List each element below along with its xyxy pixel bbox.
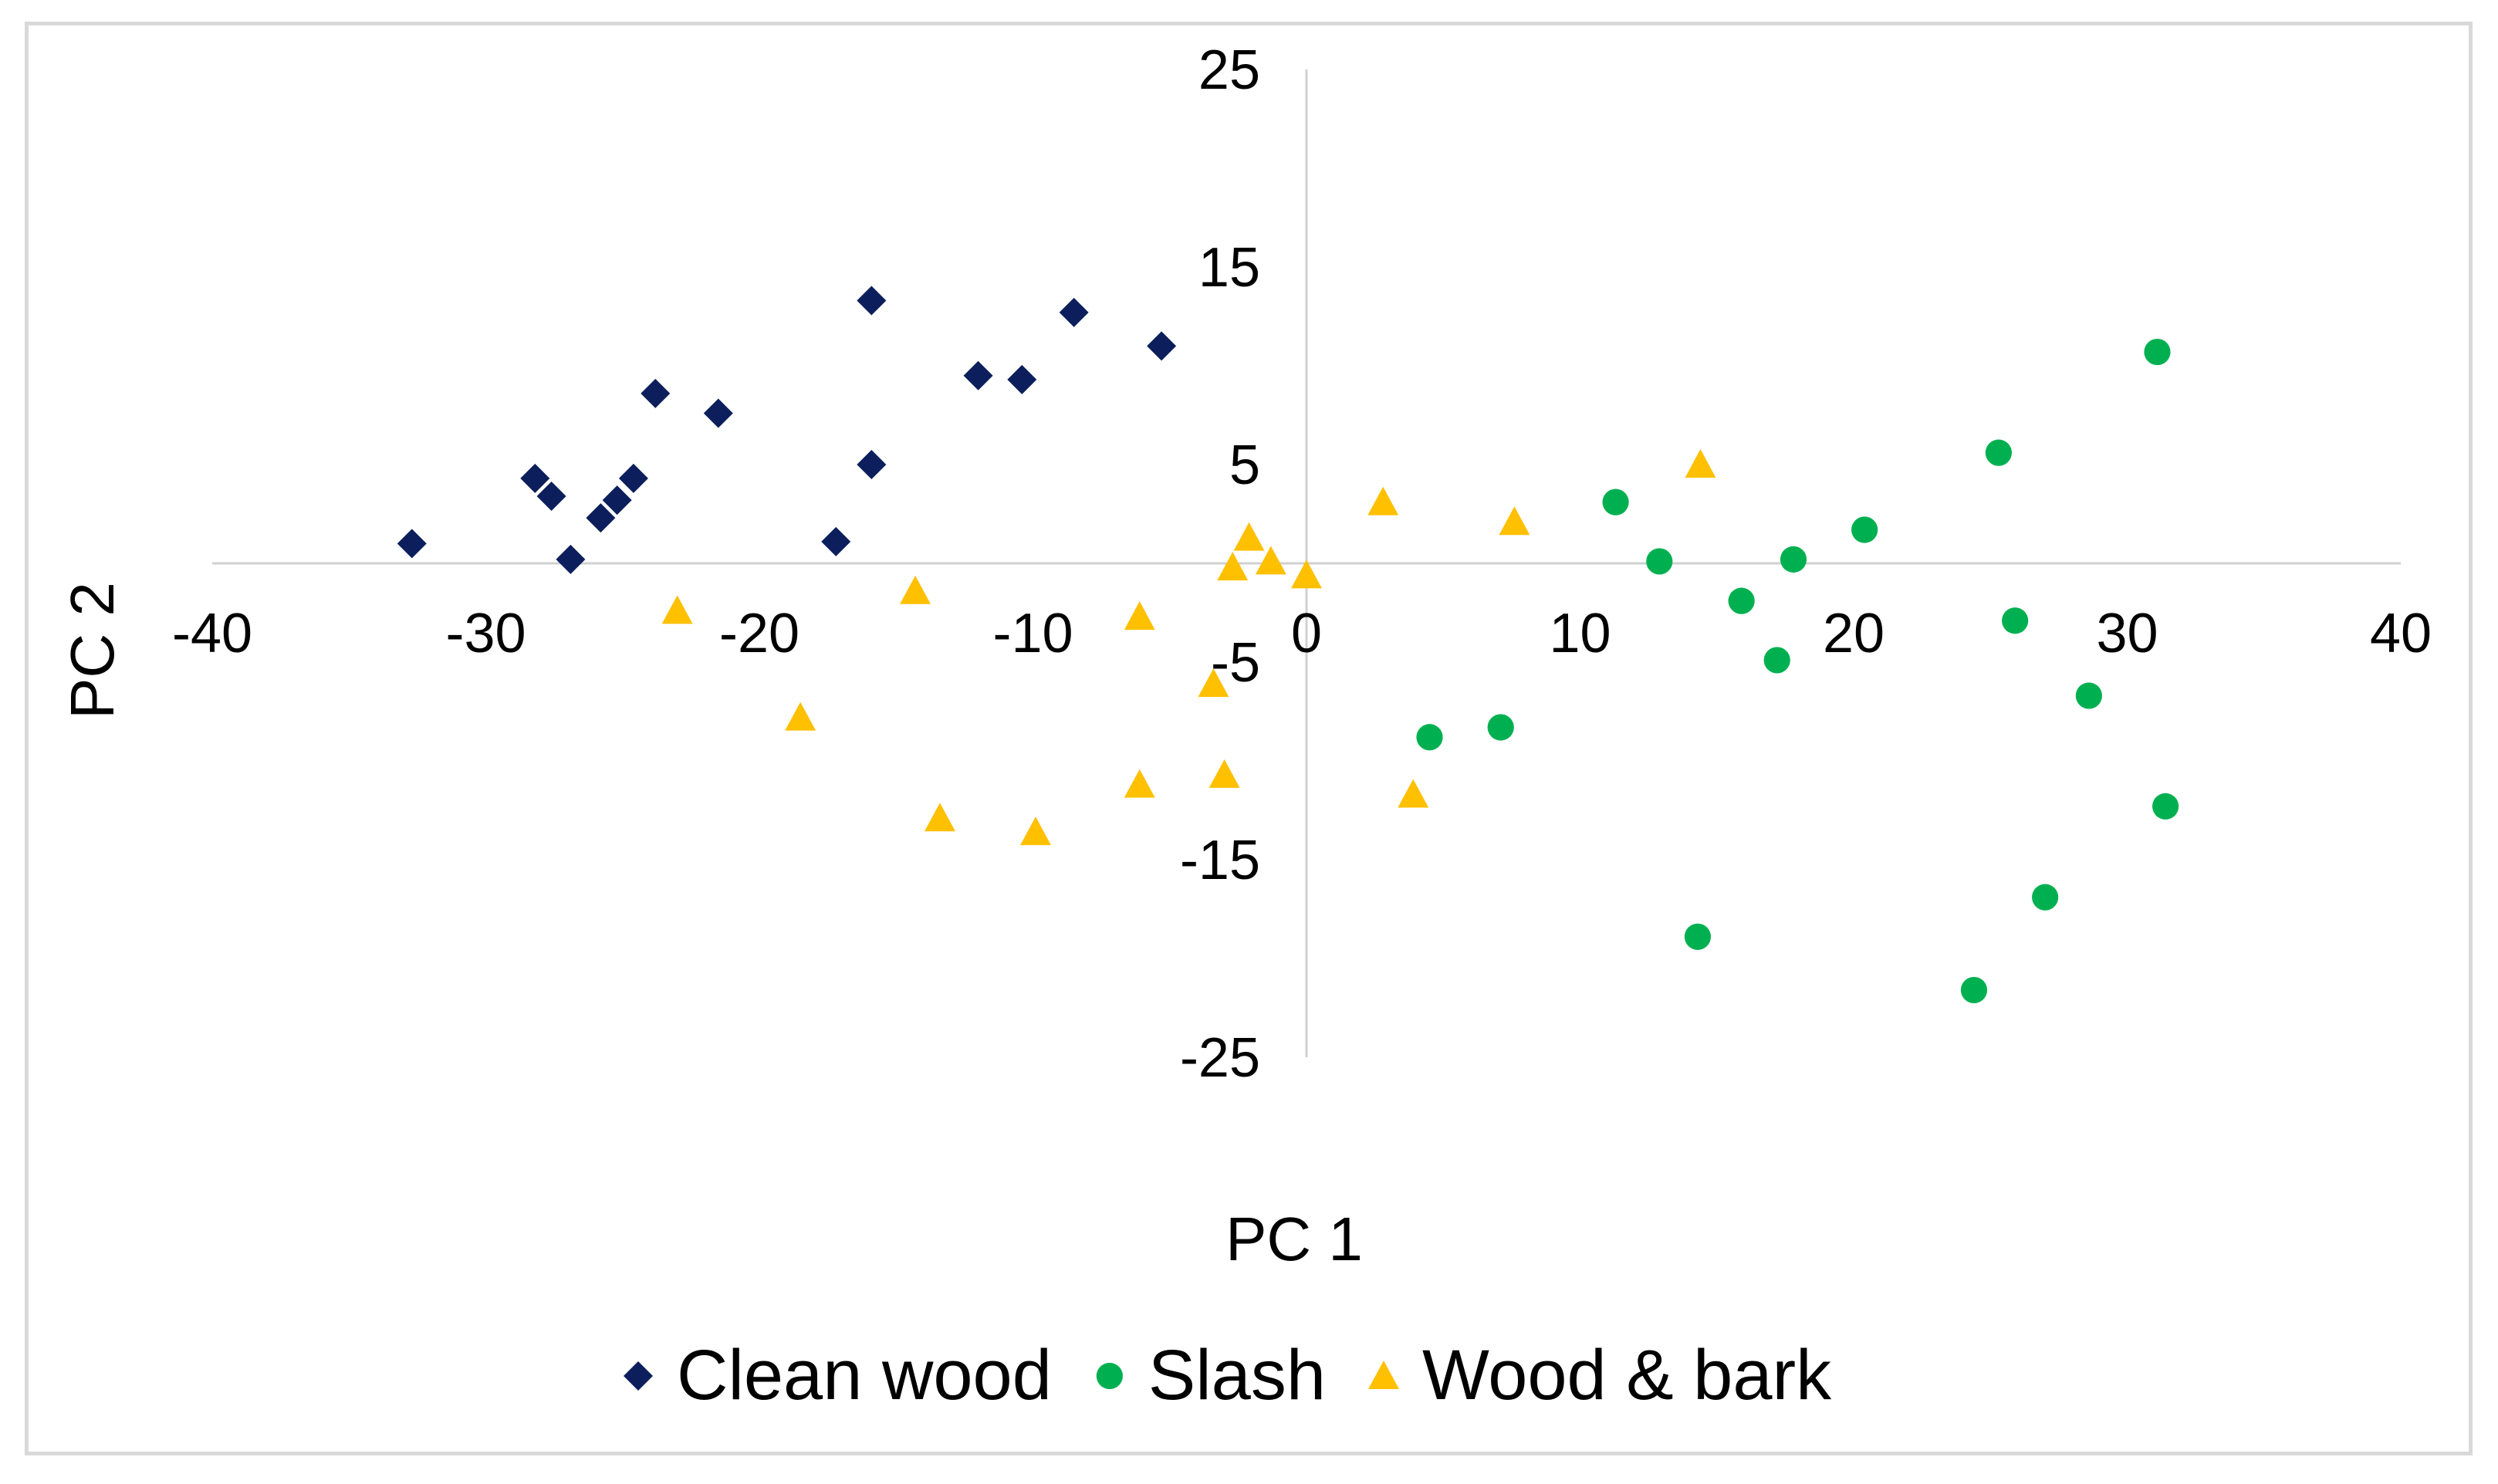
slash-point: [1985, 439, 2012, 466]
wood-bark-point: [1124, 769, 1155, 798]
legend-clean-wood-marker: [624, 1361, 653, 1391]
chart-frame: -40 -30 -20 -10 0 10 20 30 40 25 15 5 -5 -15 -25 PC 1…: [25, 22, 2473, 1455]
clean-wood-point: [1147, 331, 1177, 361]
slash-point: [1780, 546, 1807, 573]
y-axis-title: PC 2: [58, 582, 127, 719]
wood-bark-point: [900, 575, 931, 604]
clean-wood-point: [536, 481, 566, 511]
wood-bark-point: [1198, 668, 1229, 698]
legend-wood-bark-label: Wood & bark: [1422, 1336, 1832, 1415]
wood-bark-point: [1291, 559, 1322, 589]
wood-bark-point: [1499, 506, 1530, 536]
wood-bark-point: [1124, 601, 1155, 630]
wood-bark-point: [1685, 449, 1716, 478]
legend-wood-bark-marker: [1368, 1361, 1399, 1389]
wood-bark-point: [1233, 522, 1265, 551]
slash-point: [2152, 793, 2179, 820]
clean-wood-point: [397, 529, 427, 559]
clean-wood-point: [602, 485, 632, 516]
legend-slash-label: Slash: [1148, 1336, 1326, 1415]
slash-point: [1646, 548, 1673, 575]
x-tick-label: 0: [1291, 603, 1322, 664]
x-tick-labels: -40 -30 -20 -10 0 10 20 30 40: [172, 603, 2432, 664]
wood-bark-point: [1367, 486, 1399, 516]
x-axis-title: PC 1: [1225, 1205, 1363, 1273]
slash-point: [1602, 488, 1629, 516]
x-tick-label: -20: [719, 603, 799, 664]
slash-point: [2144, 338, 2171, 366]
legend-clean-wood-label: Clean wood: [677, 1336, 1052, 1415]
clean-wood-point: [586, 503, 616, 533]
legend: Clean wood Slash Wood & bark: [624, 1336, 1832, 1415]
clean-wood-point: [821, 526, 851, 556]
clean-wood-point: [520, 463, 550, 493]
wood-bark-point: [661, 595, 693, 624]
clean-wood-point: [857, 286, 887, 316]
slash-point: [2002, 607, 2029, 634]
x-tick-label: -30: [445, 603, 526, 664]
clean-wood-point: [857, 450, 887, 479]
clean-wood-point: [703, 398, 733, 428]
x-tick-label: 40: [2370, 603, 2432, 664]
slash-point: [1728, 587, 1755, 614]
clean-wood-point: [641, 378, 671, 408]
y-tick-label: 5: [1229, 434, 1260, 496]
y-tick-label: 25: [1198, 39, 1260, 101]
wood-bark-point: [1398, 779, 1429, 808]
y-tick-label: -25: [1180, 1027, 1260, 1089]
clean-wood-point: [963, 360, 993, 390]
wood-bark-point: [1020, 816, 1051, 846]
x-tick-label: 20: [1823, 603, 1884, 664]
x-tick-label: 10: [1549, 603, 1611, 664]
slash-point: [1416, 724, 1443, 751]
wood-bark-point: [785, 701, 816, 731]
y-tick-label: 15: [1198, 237, 1260, 299]
slash-point: [1960, 976, 1988, 1004]
legend-slash-marker: [1096, 1362, 1123, 1390]
slash-point: [1763, 647, 1790, 674]
wood-bark-point: [924, 803, 955, 832]
slash-point: [2075, 682, 2102, 709]
x-tick-label: -40: [172, 603, 252, 664]
slash-point: [1684, 923, 1712, 950]
wood-bark-point: [1217, 552, 1249, 581]
clean-wood-point: [556, 544, 586, 574]
y-tick-label: -15: [1180, 830, 1260, 891]
data-points: [397, 286, 2179, 1004]
slash-point: [2032, 884, 2059, 911]
x-tick-label: 30: [2096, 603, 2158, 664]
wood-bark-point: [1255, 546, 1286, 575]
wood-bark-point: [1208, 759, 1240, 788]
x-tick-label: -10: [992, 603, 1073, 664]
clean-wood-point: [1059, 297, 1089, 327]
slash-point: [1487, 714, 1514, 741]
slash-point: [1851, 516, 1878, 543]
clean-wood-point: [618, 463, 648, 493]
clean-wood-point: [1007, 364, 1037, 394]
